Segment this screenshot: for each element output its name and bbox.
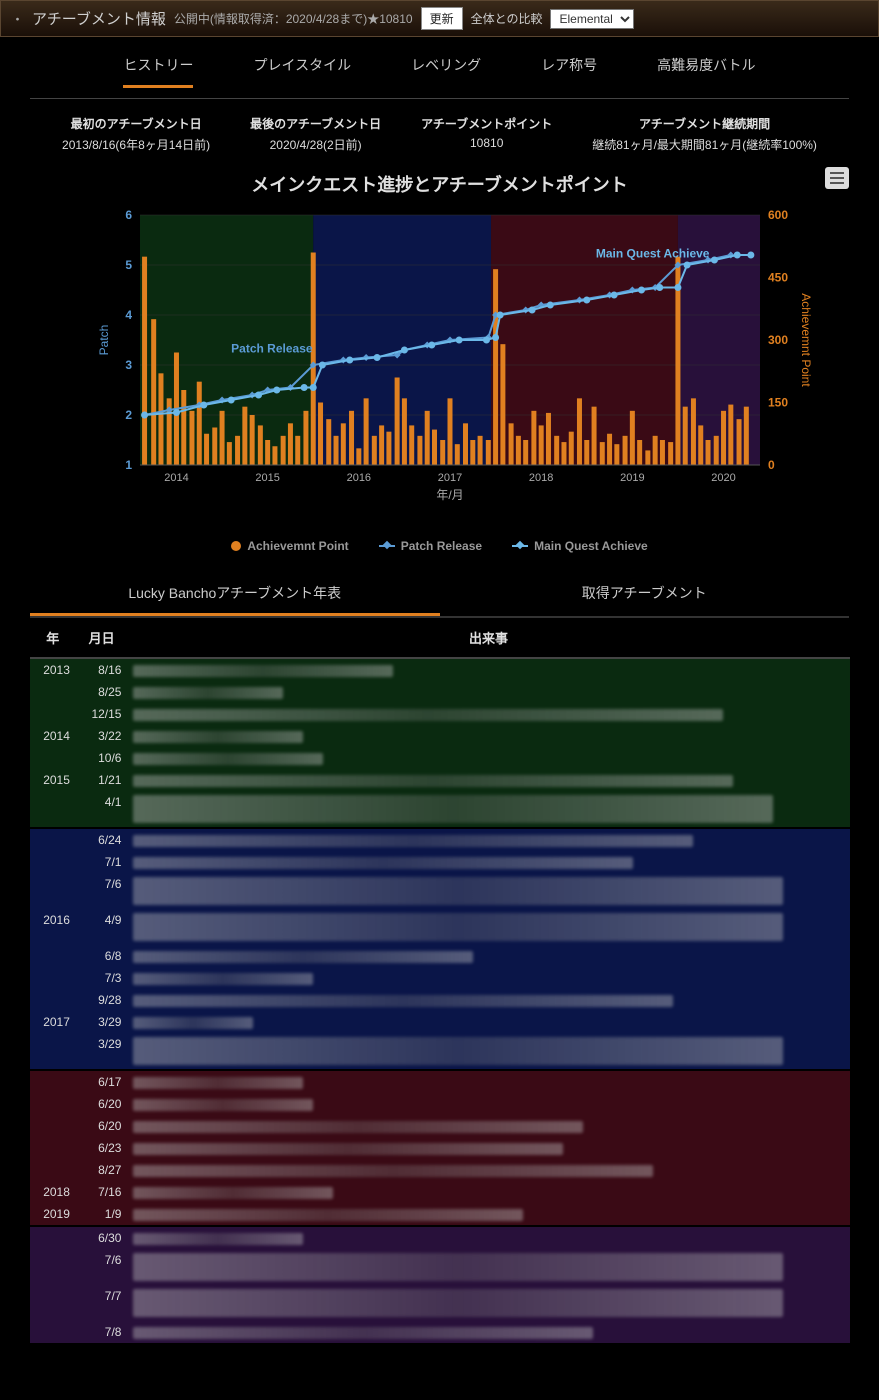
svg-text:2015: 2015 [255, 472, 279, 484]
stat-value-0: 2013/8/16(6年8ヶ月14日前) [62, 136, 210, 153]
table-row: 20191/9 [30, 1203, 850, 1226]
svg-text:Patch: Patch [97, 325, 111, 356]
table-row: 6/23 [30, 1137, 850, 1159]
tab-3[interactable]: レア称号 [541, 55, 597, 88]
svg-text:300: 300 [768, 333, 788, 347]
svg-text:150: 150 [768, 396, 788, 410]
th-2: 出来事 [127, 618, 849, 658]
stats-row: 最初のアチーブメント日 2013/8/16(6年8ヶ月14日前) 最後のアチーブメン… [0, 99, 879, 161]
table-row: 7/1 [30, 851, 850, 873]
th-1: 月日 [76, 618, 128, 658]
table-row: 20187/16 [30, 1181, 850, 1203]
table-row: 6/20 [30, 1093, 850, 1115]
svg-text:年/月: 年/月 [436, 488, 463, 502]
table-row: 7/3 [30, 967, 850, 989]
header-bar: ・ アチーブメント情報 公開中(情報取得済：2020/4/28まで)★10810… [0, 0, 879, 37]
chart-container: メインクエスト進捗とアチーブメントポイント 1 2 3 4 5 6 0 150 300 450 60… [30, 171, 849, 573]
th-0: 年 [30, 618, 76, 658]
svg-text:3: 3 [125, 358, 132, 372]
tab-0[interactable]: ヒストリー [123, 55, 193, 88]
chart-menu-icon[interactable] [825, 167, 849, 189]
table-row: 6/20 [30, 1115, 850, 1137]
table-row: 9/28 [30, 989, 850, 1011]
svg-text:1: 1 [125, 458, 132, 472]
tab-1[interactable]: プレイスタイル [253, 55, 351, 88]
table-row: 10/6 [30, 747, 850, 769]
svg-text:0: 0 [768, 458, 775, 472]
table-row: 7/6 [30, 873, 850, 909]
svg-text:Patch Release: Patch Release [231, 342, 313, 356]
stat-value-2: 10810 [421, 136, 552, 150]
table-row: 8/25 [30, 681, 850, 703]
table-row: 7/7 [30, 1285, 850, 1321]
subtab-0[interactable]: Lucky Banchoアチーブメント年表 [30, 573, 440, 616]
svg-text:Achievemnt Point: Achievemnt Point [799, 293, 813, 387]
stat-label-2: アチーブメントポイント [421, 115, 552, 132]
chart-legend: Achievemnt Point Patch Release Main Quest … [30, 525, 849, 573]
table-row: 6/24 [30, 828, 850, 851]
table-row: 20164/9 [30, 909, 850, 945]
svg-text:2: 2 [125, 408, 132, 422]
svg-text:2018: 2018 [528, 472, 552, 484]
svg-text:2019: 2019 [620, 472, 644, 484]
table-row: 20138/16 [30, 658, 850, 681]
table-row: 6/17 [30, 1070, 850, 1093]
svg-text:600: 600 [768, 208, 788, 222]
page-subtitle: 公開中(情報取得済：2020/4/28まで)★10810 [174, 10, 413, 27]
chart-title: メインクエスト進捗とアチーブメントポイント [30, 171, 849, 197]
tab-4[interactable]: 高難易度バトル [657, 55, 755, 88]
table-row: 3/29 [30, 1033, 850, 1070]
stat-label-1: 最後のアチーブメント日 [250, 115, 381, 132]
legend-item-2: Main Quest Achieve [512, 539, 648, 553]
svg-text:2020: 2020 [711, 472, 735, 484]
svg-text:2014: 2014 [164, 472, 188, 484]
subtab-1[interactable]: 取得アチーブメント [440, 573, 850, 616]
legend-item-1: Patch Release [379, 539, 482, 553]
stat-value-1: 2020/4/28(2日前) [250, 136, 381, 153]
tabs-main: ヒストリー プレイスタイル レベリング レア称号 高難易度バトル [30, 37, 849, 99]
svg-text:450: 450 [768, 271, 788, 285]
tabs-sub: Lucky Banchoアチーブメント年表取得アチーブメント [30, 573, 849, 618]
timeline-table: 年月日出来事 20138/168/2512/1520143/2210/62015… [30, 618, 850, 1343]
bullet-icon: ・ [11, 9, 24, 28]
page-title: アチーブメント情報 [32, 8, 166, 29]
svg-text:2016: 2016 [346, 472, 370, 484]
table-row: 20173/29 [30, 1011, 850, 1033]
table-row: 6/30 [30, 1226, 850, 1249]
table-row: 20143/22 [30, 725, 850, 747]
table-row: 8/27 [30, 1159, 850, 1181]
compare-label: 全体との比較 [471, 10, 543, 27]
chart-svg: 1 2 3 4 5 6 0 150 300 450 600 2014 2015 2016 2017 2018 2… [60, 205, 820, 525]
svg-text:4: 4 [125, 308, 132, 322]
legend-item-0: Achievemnt Point [231, 539, 348, 553]
svg-text:6: 6 [125, 208, 132, 222]
svg-text:5: 5 [125, 258, 132, 272]
stat-label-0: 最初のアチーブメント日 [62, 115, 210, 132]
tab-2[interactable]: レベリング [411, 55, 481, 88]
svg-text:Main Quest Achieve: Main Quest Achieve [595, 247, 709, 261]
table-row: 7/8 [30, 1321, 850, 1343]
table-row: 20151/21 [30, 769, 850, 791]
compare-select[interactable]: Elemental [550, 9, 634, 29]
update-button[interactable]: 更新 [421, 7, 463, 30]
stat-label-3: アチーブメント継続期間 [592, 115, 817, 132]
stat-value-3: 継続81ヶ月/最大期間81ヶ月(継続率100%) [592, 136, 817, 153]
table-row: 4/1 [30, 791, 850, 828]
table-row: 6/8 [30, 945, 850, 967]
table-row: 7/6 [30, 1249, 850, 1285]
svg-text:2017: 2017 [437, 472, 461, 484]
table-row: 12/15 [30, 703, 850, 725]
